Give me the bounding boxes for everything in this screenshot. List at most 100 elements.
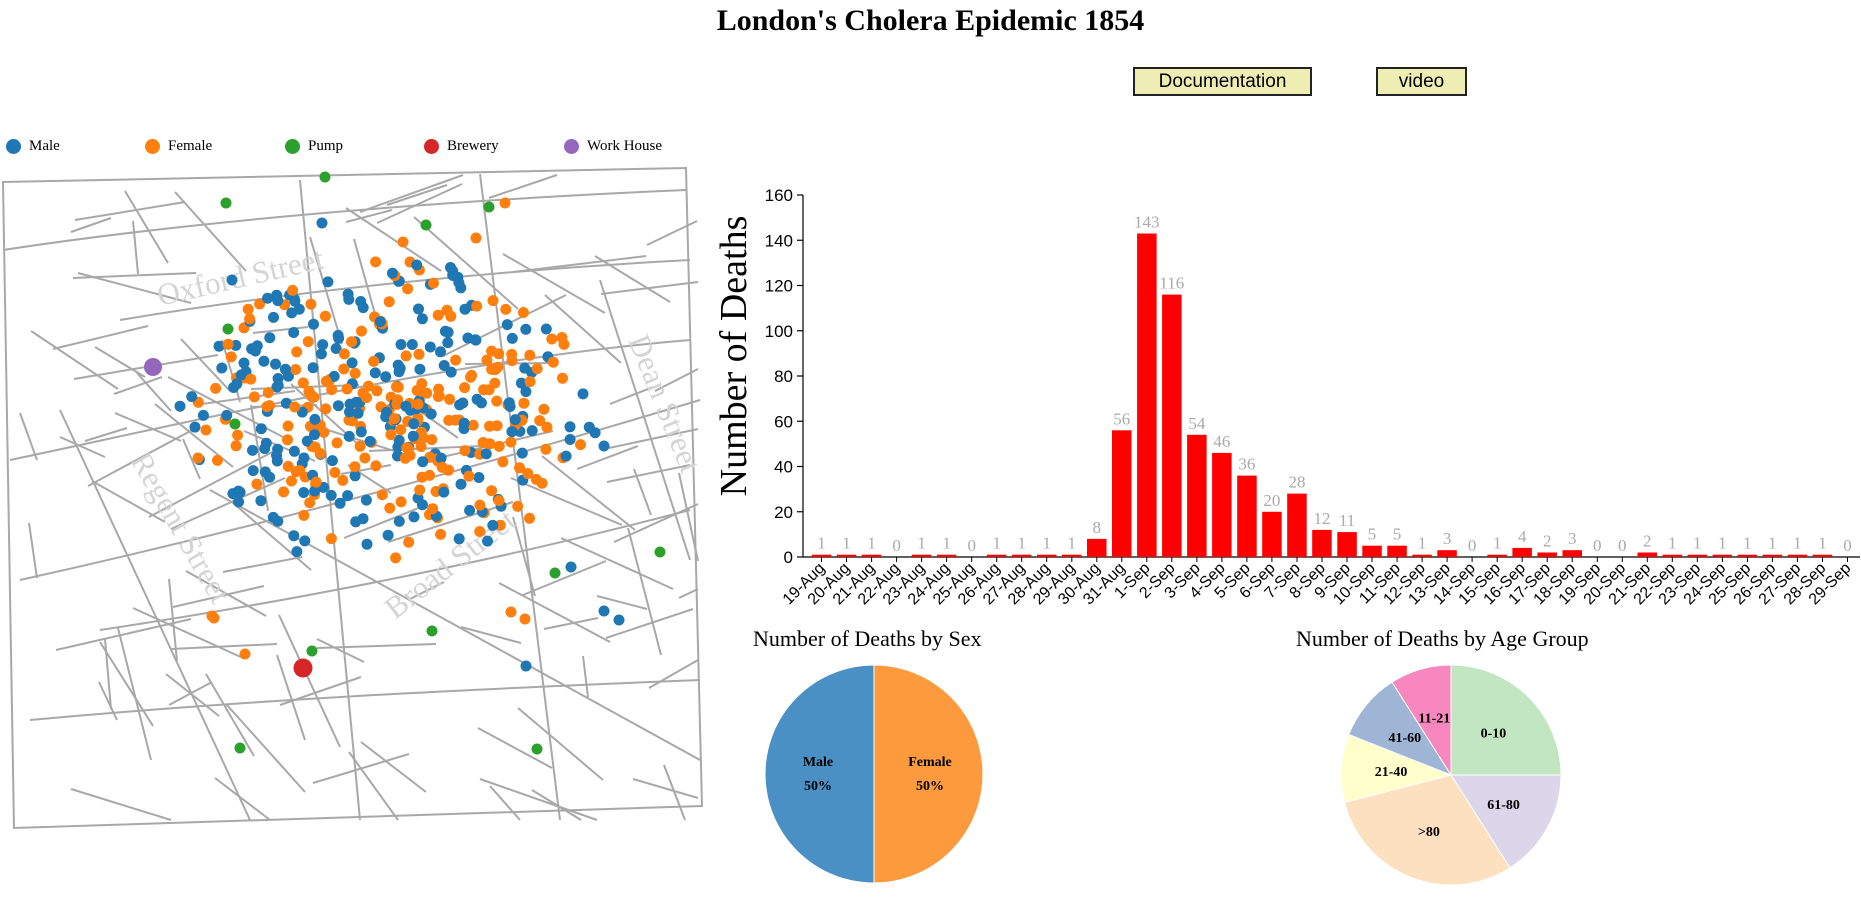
pump-point[interactable] [229, 418, 241, 430]
male-death-point[interactable] [197, 409, 209, 421]
female-death-point[interactable] [337, 474, 349, 486]
male-death-point[interactable] [564, 421, 576, 433]
female-death-point[interactable] [424, 469, 436, 481]
female-death-point[interactable] [435, 528, 447, 540]
male-death-point[interactable] [453, 533, 465, 545]
male-death-point[interactable] [503, 397, 515, 409]
female-death-point[interactable] [331, 437, 343, 449]
male-death-point[interactable] [613, 614, 625, 626]
female-death-point[interactable] [298, 509, 310, 521]
male-death-point[interactable] [334, 497, 346, 509]
male-death-point[interactable] [411, 259, 423, 271]
male-death-point[interactable] [228, 382, 240, 393]
female-death-point[interactable] [493, 440, 505, 452]
male-death-point[interactable] [442, 337, 454, 349]
male-death-point[interactable] [392, 441, 404, 453]
female-death-point[interactable] [371, 385, 383, 397]
female-death-point[interactable] [444, 393, 456, 405]
female-death-point[interactable] [286, 475, 297, 487]
male-death-point[interactable] [447, 265, 459, 277]
male-death-point[interactable] [330, 343, 342, 354]
male-death-point[interactable] [216, 362, 228, 374]
female-death-point[interactable] [512, 500, 524, 512]
female-death-point[interactable] [338, 348, 350, 360]
female-death-point[interactable] [376, 489, 388, 501]
female-death-point[interactable] [487, 295, 499, 307]
male-death-point[interactable] [301, 435, 313, 447]
female-death-point[interactable] [349, 367, 361, 379]
male-death-point[interactable] [286, 307, 298, 319]
male-death-point[interactable] [255, 423, 267, 435]
male-death-point[interactable] [316, 217, 328, 229]
female-death-point[interactable] [290, 466, 302, 478]
female-death-point[interactable] [383, 296, 395, 308]
male-death-point[interactable] [288, 530, 300, 542]
female-death-point[interactable] [310, 476, 322, 488]
female-death-point[interactable] [522, 468, 534, 479]
male-death-point[interactable] [473, 472, 485, 483]
male-death-point[interactable] [565, 561, 577, 573]
male-death-point[interactable] [271, 455, 283, 467]
female-death-point[interactable] [230, 440, 242, 452]
pump-point[interactable] [420, 219, 432, 231]
male-death-point[interactable] [453, 277, 465, 288]
female-death-point[interactable] [397, 236, 409, 248]
female-death-point[interactable] [390, 552, 402, 564]
male-death-point[interactable] [459, 303, 471, 315]
male-death-point[interactable] [233, 496, 245, 508]
male-death-point[interactable] [280, 397, 292, 409]
female-death-point[interactable] [505, 606, 517, 618]
male-death-point[interactable] [346, 357, 358, 369]
male-death-point[interactable] [299, 535, 311, 547]
female-death-point[interactable] [491, 420, 503, 432]
male-death-point[interactable] [457, 397, 469, 409]
male-death-point[interactable] [598, 440, 610, 452]
female-death-point[interactable] [349, 461, 361, 473]
male-death-point[interactable] [417, 456, 429, 468]
female-death-point[interactable] [467, 419, 479, 431]
female-death-point[interactable] [486, 363, 498, 375]
male-death-point[interactable] [233, 485, 244, 497]
male-death-point[interactable] [501, 319, 513, 331]
male-death-point[interactable] [355, 426, 367, 438]
male-death-point[interactable] [332, 400, 344, 412]
female-death-point[interactable] [415, 441, 427, 452]
female-death-point[interactable] [402, 283, 414, 295]
female-death-point[interactable] [341, 383, 353, 395]
male-death-point[interactable] [357, 513, 369, 525]
female-death-point[interactable] [557, 372, 568, 384]
male-death-point[interactable] [352, 407, 364, 419]
male-death-point[interactable] [357, 302, 369, 314]
female-death-point[interactable] [417, 432, 429, 444]
female-death-point[interactable] [232, 429, 244, 441]
male-death-point[interactable] [520, 660, 532, 672]
male-death-point[interactable] [288, 445, 300, 457]
female-death-point[interactable] [432, 309, 444, 321]
male-death-point[interactable] [360, 494, 372, 506]
female-death-point[interactable] [463, 470, 475, 482]
female-death-point[interactable] [354, 440, 366, 452]
female-death-point[interactable] [356, 325, 367, 337]
female-death-point[interactable] [200, 424, 212, 436]
male-death-point[interactable] [424, 341, 436, 353]
female-death-point[interactable] [556, 332, 568, 343]
male-death-point[interactable] [238, 357, 250, 369]
female-death-point[interactable] [426, 434, 438, 446]
male-death-point[interactable] [515, 377, 527, 389]
male-death-point[interactable] [413, 303, 424, 315]
female-death-point[interactable] [282, 420, 294, 432]
male-death-point[interactable] [395, 339, 407, 350]
male-death-point[interactable] [262, 292, 274, 304]
male-death-point[interactable] [342, 490, 354, 502]
pump-point[interactable] [531, 743, 543, 755]
female-death-point[interactable] [370, 460, 382, 472]
male-death-point[interactable] [344, 406, 355, 418]
male-death-point[interactable] [221, 409, 233, 421]
male-death-point[interactable] [309, 413, 321, 425]
female-death-point[interactable] [445, 310, 457, 322]
male-death-point[interactable] [407, 430, 419, 442]
male-death-point[interactable] [255, 495, 267, 507]
female-death-point[interactable] [575, 439, 586, 451]
female-death-point[interactable] [305, 298, 317, 310]
female-death-point[interactable] [338, 363, 350, 375]
